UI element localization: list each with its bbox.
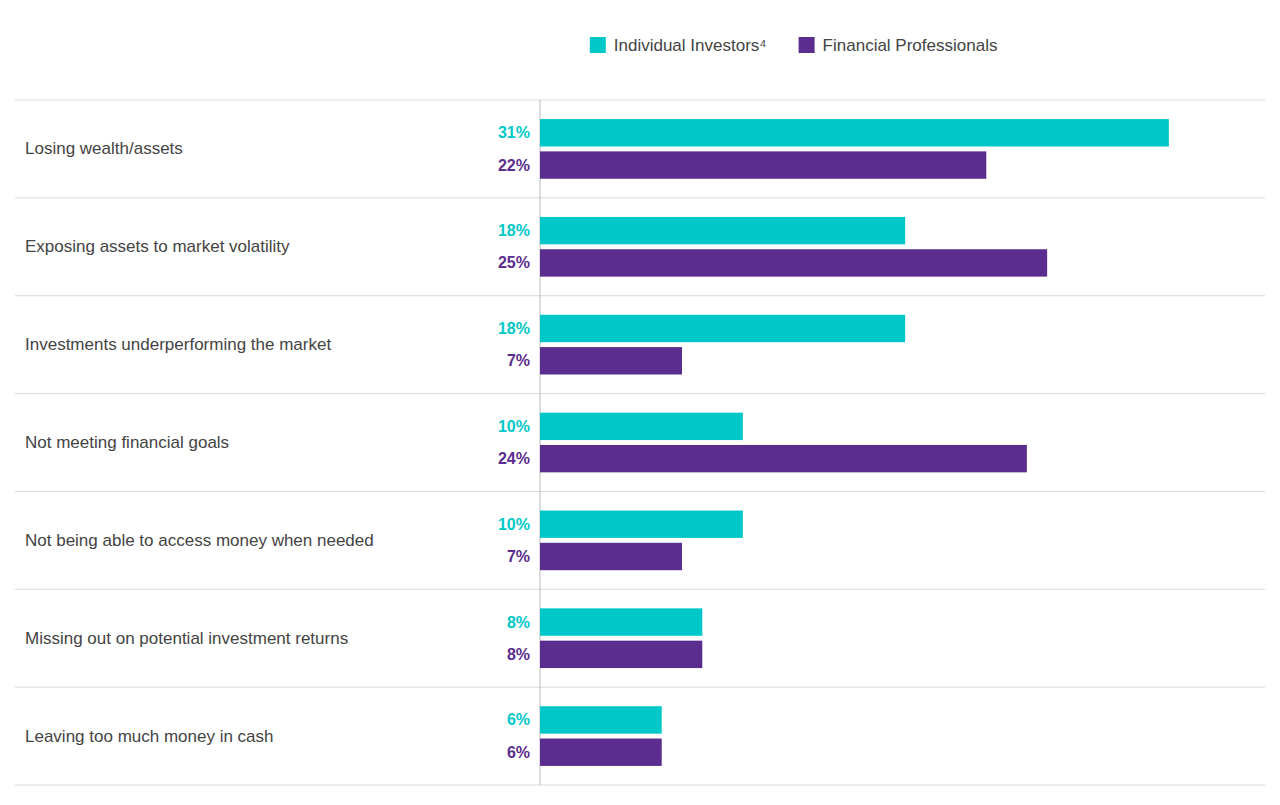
data-label: 7%: [507, 548, 530, 565]
data-label: 31%: [498, 124, 530, 141]
data-label: 25%: [498, 254, 530, 271]
separator-line: [15, 687, 1265, 688]
bar: [540, 347, 682, 374]
bars: [540, 119, 1169, 766]
bar: [540, 511, 743, 538]
bar: [540, 641, 702, 668]
category-label: Investments underperforming the market: [25, 335, 331, 354]
bar: [540, 445, 1027, 472]
data-label: 7%: [507, 352, 530, 369]
data-label: 18%: [498, 222, 530, 239]
chart-container: 31% 22% 18% 25% 18% 7% 10% 24% 10% 7% 8% 8% 6% 6% Losi…: [0, 0, 1280, 805]
legend-swatch: [590, 37, 606, 53]
chart-svg: 31% 22% 18% 25% 18% 7% 10% 24% 10% 7% 8% 8% 6% 6% Losi…: [0, 0, 1280, 805]
data-label: 6%: [507, 711, 530, 728]
separator-line: [15, 295, 1265, 296]
data-label: 8%: [507, 614, 530, 631]
category-label: Missing out on potential investment retu…: [25, 629, 348, 648]
data-labels: 31% 22% 18% 25% 18% 7% 10% 24% 10% 7% 8% 8% 6% 6%: [498, 124, 530, 760]
separator-line: [15, 785, 1265, 786]
bar: [540, 543, 682, 570]
separator-line: [15, 393, 1265, 394]
data-label: 6%: [507, 744, 530, 761]
bar: [540, 151, 986, 178]
data-label: 24%: [498, 450, 530, 467]
legend-swatch: [799, 37, 815, 53]
legend-label: Financial Professionals: [823, 36, 998, 55]
bar: [540, 217, 905, 244]
bar: [540, 119, 1169, 146]
bar: [540, 413, 743, 440]
separator-line: [15, 589, 1265, 590]
category-label: Exposing assets to market volatility: [25, 237, 290, 256]
separator-line: [15, 100, 1265, 101]
separators: [15, 100, 1265, 785]
legend: Individual Investors⁴ Financial Professio…: [590, 36, 998, 55]
bar: [540, 608, 702, 635]
category-label: Not being able to access money when need…: [25, 531, 374, 550]
value-axis-line: [540, 100, 541, 785]
category-label: Losing wealth/assets: [25, 139, 183, 158]
legend-label: Individual Investors⁴: [614, 36, 767, 55]
separator-line: [15, 197, 1265, 198]
legend-item: Financial Professionals: [799, 36, 998, 55]
bar: [540, 249, 1047, 276]
category-label: Leaving too much money in cash: [25, 727, 274, 746]
data-label: 22%: [498, 157, 530, 174]
bar: [540, 739, 662, 766]
data-label: 10%: [498, 516, 530, 533]
category-label: Not meeting financial goals: [25, 433, 229, 452]
data-label: 18%: [498, 320, 530, 337]
data-label: 10%: [498, 418, 530, 435]
page: {"chart_data": { "type": "bar", "orienta…: [0, 0, 1280, 805]
bar: [540, 706, 662, 733]
legend-item: Individual Investors⁴: [590, 36, 767, 55]
separator-line: [15, 491, 1265, 492]
data-label: 8%: [507, 646, 530, 663]
category-labels: Losing wealth/assets Exposing assets to m…: [25, 139, 374, 745]
bar: [540, 315, 905, 342]
